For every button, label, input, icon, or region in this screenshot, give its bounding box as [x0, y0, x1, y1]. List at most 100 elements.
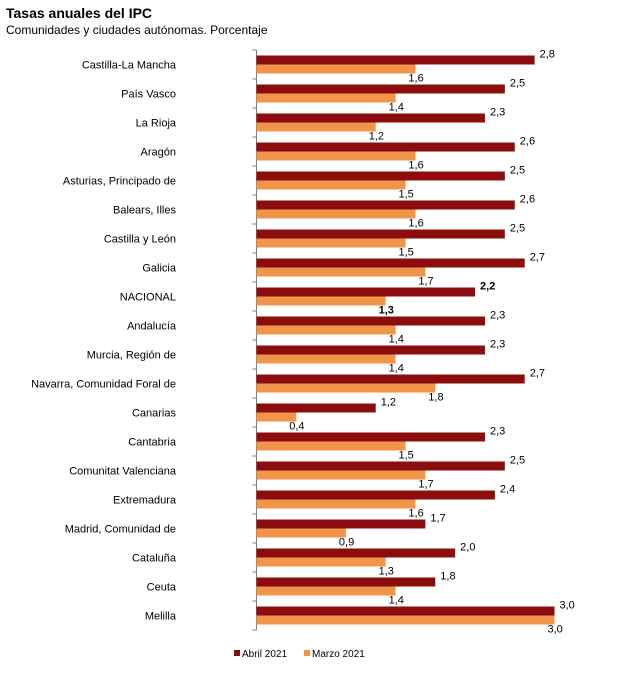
bar-marzo-2021-castilla-la-mancha — [256, 64, 416, 74]
bar-abril-2021-galicia — [256, 258, 525, 268]
data-label-abril-2021-balears-illes: 2,6 — [520, 194, 535, 206]
bar-marzo-2021-balears-illes — [256, 209, 416, 219]
bar-marzo-2021-cantabria — [256, 441, 406, 451]
data-label-marzo-2021-galicia: 1,7 — [418, 276, 433, 288]
data-label-abril-2021-cataluna: 2,0 — [460, 542, 475, 554]
bar-marzo-2021-navarra-comunidad-foral-de — [256, 383, 436, 393]
data-label-marzo-2021-murcia-region-de: 1,4 — [389, 363, 404, 375]
data-label-abril-2021-asturias-principado-de: 2,5 — [510, 165, 525, 177]
data-label-abril-2021-castilla-y-leon: 2,5 — [510, 223, 525, 235]
data-label-abril-2021-aragon: 2,6 — [520, 136, 535, 148]
data-label-abril-2021-ceuta: 1,8 — [440, 571, 455, 583]
data-label-abril-2021-canarias: 1,2 — [381, 397, 396, 409]
data-label-abril-2021-galicia: 2,7 — [530, 252, 545, 264]
data-label-abril-2021-extremadura: 2,4 — [500, 484, 515, 496]
bar-marzo-2021-extremadura — [256, 499, 416, 509]
bar-marzo-2021-murcia-region-de — [256, 354, 396, 364]
data-label-marzo-2021-ceuta: 1,4 — [389, 595, 404, 607]
chart-title: Tasas anuales del IPC — [6, 5, 153, 21]
bar-abril-2021-comunitat-valenciana — [256, 461, 505, 471]
data-label-marzo-2021-andalucia: 1,4 — [389, 334, 404, 346]
category-label-asturias-principado-de: Asturias, Principado de — [63, 176, 176, 188]
data-label-marzo-2021-navarra-comunidad-foral-de: 1,8 — [428, 392, 443, 404]
chart-subtitle: Comunidades y ciudades autónomas. Porcen… — [6, 23, 268, 37]
bar-marzo-2021-castilla-y-leon — [256, 238, 406, 248]
data-label-marzo-2021-extremadura: 1,6 — [408, 508, 423, 520]
data-label-marzo-2021-castilla-la-mancha: 1,6 — [408, 73, 423, 85]
bar-marzo-2021-andalucia — [256, 325, 396, 335]
data-label-marzo-2021-cantabria: 1,5 — [399, 450, 414, 462]
legend-swatch-marzo-2021 — [304, 650, 310, 656]
data-label-marzo-2021-pais-vasco: 1,4 — [389, 102, 404, 114]
category-label-extremadura: Extremadura — [113, 495, 177, 507]
bar-abril-2021-navarra-comunidad-foral-de — [256, 374, 525, 384]
category-label-madrid-comunidad-de: Madrid, Comunidad de — [65, 524, 176, 536]
bar-abril-2021-aragon — [256, 142, 515, 152]
bar-abril-2021-andalucia — [256, 316, 485, 326]
data-label-marzo-2021-asturias-principado-de: 1,5 — [399, 189, 414, 201]
data-label-abril-2021-melilla: 3,0 — [560, 600, 575, 612]
category-label-la-rioja: La Rioja — [136, 118, 177, 130]
bar-marzo-2021-la-rioja — [256, 122, 376, 132]
data-label-abril-2021-la-rioja: 2,3 — [490, 107, 505, 119]
bar-abril-2021-cataluna — [256, 548, 456, 558]
data-label-marzo-2021-comunitat-valenciana: 1,7 — [418, 479, 433, 491]
category-label-murcia-region-de: Murcia, Región de — [87, 350, 176, 362]
category-label-cantabria: Cantabria — [128, 437, 177, 449]
bar-abril-2021-pais-vasco — [256, 84, 505, 94]
legend-label-marzo-2021: Marzo 2021 — [312, 649, 365, 660]
category-label-ceuta: Ceuta — [147, 582, 177, 594]
legend-swatch-abril-2021 — [234, 650, 240, 656]
bar-abril-2021-asturias-principado-de — [256, 171, 505, 181]
bar-abril-2021-murcia-region-de — [256, 345, 485, 355]
data-label-marzo-2021-melilla: 3,0 — [548, 624, 563, 636]
bar-abril-2021-castilla-la-mancha — [256, 55, 535, 65]
data-label-marzo-2021-nacional: 1,3 — [379, 305, 394, 317]
category-label-andalucia: Andalucía — [127, 321, 177, 333]
category-label-castilla-y-leon: Castilla y León — [104, 234, 176, 246]
data-label-marzo-2021-castilla-y-leon: 1,5 — [399, 247, 414, 259]
category-label-pais-vasco: País Vasco — [121, 89, 176, 101]
bar-marzo-2021-nacional — [256, 296, 386, 306]
category-label-aragon: Aragón — [141, 147, 176, 159]
bar-abril-2021-balears-illes — [256, 200, 515, 210]
category-label-comunitat-valenciana: Comunitat Valenciana — [69, 466, 177, 478]
legend-label-abril-2021: Abril 2021 — [242, 649, 287, 660]
data-label-marzo-2021-madrid-comunidad-de: 0,9 — [339, 537, 354, 549]
data-label-abril-2021-murcia-region-de: 2,3 — [490, 339, 505, 351]
data-label-abril-2021-madrid-comunidad-de: 1,7 — [430, 513, 445, 525]
data-label-marzo-2021-balears-illes: 1,6 — [408, 218, 423, 230]
bar-marzo-2021-madrid-comunidad-de — [256, 528, 346, 538]
bar-marzo-2021-galicia — [256, 267, 426, 277]
data-label-marzo-2021-la-rioja: 1,2 — [369, 131, 384, 143]
bar-marzo-2021-ceuta — [256, 586, 396, 596]
data-label-abril-2021-pais-vasco: 2,5 — [510, 78, 525, 90]
bar-abril-2021-cantabria — [256, 432, 485, 442]
data-label-marzo-2021-cataluna: 1,3 — [379, 566, 394, 578]
bar-marzo-2021-asturias-principado-de — [256, 180, 406, 190]
data-label-abril-2021-navarra-comunidad-foral-de: 2,7 — [530, 368, 545, 380]
bar-marzo-2021-cataluna — [256, 557, 386, 567]
bar-abril-2021-ceuta — [256, 577, 436, 587]
data-label-abril-2021-comunitat-valenciana: 2,5 — [510, 455, 525, 467]
bar-abril-2021-madrid-comunidad-de — [256, 519, 426, 529]
bar-abril-2021-extremadura — [256, 490, 495, 500]
category-label-canarias: Canarias — [132, 408, 177, 420]
bar-marzo-2021-canarias — [256, 412, 297, 422]
bar-marzo-2021-melilla — [256, 615, 555, 625]
category-label-castilla-la-mancha: Castilla-La Mancha — [82, 60, 177, 72]
bar-abril-2021-la-rioja — [256, 113, 485, 123]
data-label-abril-2021-nacional: 2,2 — [480, 281, 495, 293]
bar-abril-2021-melilla — [256, 606, 555, 616]
bar-marzo-2021-pais-vasco — [256, 93, 396, 103]
bar-abril-2021-canarias — [256, 403, 376, 413]
bar-abril-2021-nacional — [256, 287, 476, 297]
data-label-marzo-2021-aragon: 1,6 — [408, 160, 423, 172]
category-label-balears-illes: Balears, Illes — [113, 205, 176, 217]
category-label-nacional: NACIONAL — [120, 292, 176, 304]
category-label-galicia: Galicia — [142, 263, 177, 275]
category-label-cataluna: Cataluña — [132, 553, 177, 565]
data-label-abril-2021-cantabria: 2,3 — [490, 426, 505, 438]
data-label-abril-2021-andalucia: 2,3 — [490, 310, 505, 322]
